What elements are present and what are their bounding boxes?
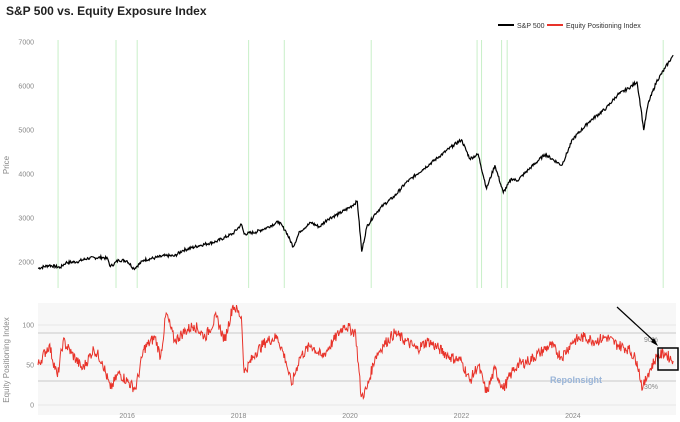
bottom-ytick-label: 100 xyxy=(22,323,34,330)
annotation-arrow xyxy=(616,306,656,343)
highlight-bands xyxy=(57,40,664,288)
bottom-panel-bg xyxy=(38,303,676,415)
bottom-ylabel: Equity Positioning Index xyxy=(2,317,11,402)
bottom-ytick-label: 50 xyxy=(26,363,34,370)
legend-label-epi: Equity Positioning Index xyxy=(566,23,641,30)
bottom-panel-grid: 0 50 100 90% 30% xyxy=(22,303,676,415)
top-ytick-label: 5000 xyxy=(18,128,34,135)
xtick-label: 2016 xyxy=(119,413,135,420)
top-ytick-label: 3000 xyxy=(18,216,34,223)
top-ylabel: Price xyxy=(2,155,11,174)
sp500-line xyxy=(37,54,674,271)
watermark: RepoInsight xyxy=(550,375,602,385)
x-axis-ticks: 2016 2018 2020 2022 2024 xyxy=(119,413,580,420)
reference-label: 30% xyxy=(644,384,658,391)
epi-line xyxy=(37,304,674,400)
xtick-label: 2024 xyxy=(565,413,581,420)
top-panel-grid: 2000 3000 4000 5000 6000 7000 xyxy=(18,40,34,267)
legend: S&P 500 Equity Positioning Index xyxy=(498,23,641,30)
xtick-label: 2022 xyxy=(454,413,470,420)
reference-label: 90% xyxy=(644,337,658,344)
chart-title: S&P 500 vs. Equity Exposure Index xyxy=(6,4,207,18)
xtick-label: 2018 xyxy=(231,413,247,420)
top-ytick-label: 6000 xyxy=(18,84,34,91)
top-ytick-label: 4000 xyxy=(18,172,34,179)
arrow-head xyxy=(651,338,658,346)
top-ytick-label: 2000 xyxy=(18,260,34,267)
highlight-box xyxy=(657,347,679,371)
legend-label-sp500: S&P 500 xyxy=(517,23,545,30)
xtick-label: 2020 xyxy=(342,413,358,420)
top-ytick-label: 7000 xyxy=(18,40,34,47)
bottom-ytick-label: 0 xyxy=(30,403,34,410)
